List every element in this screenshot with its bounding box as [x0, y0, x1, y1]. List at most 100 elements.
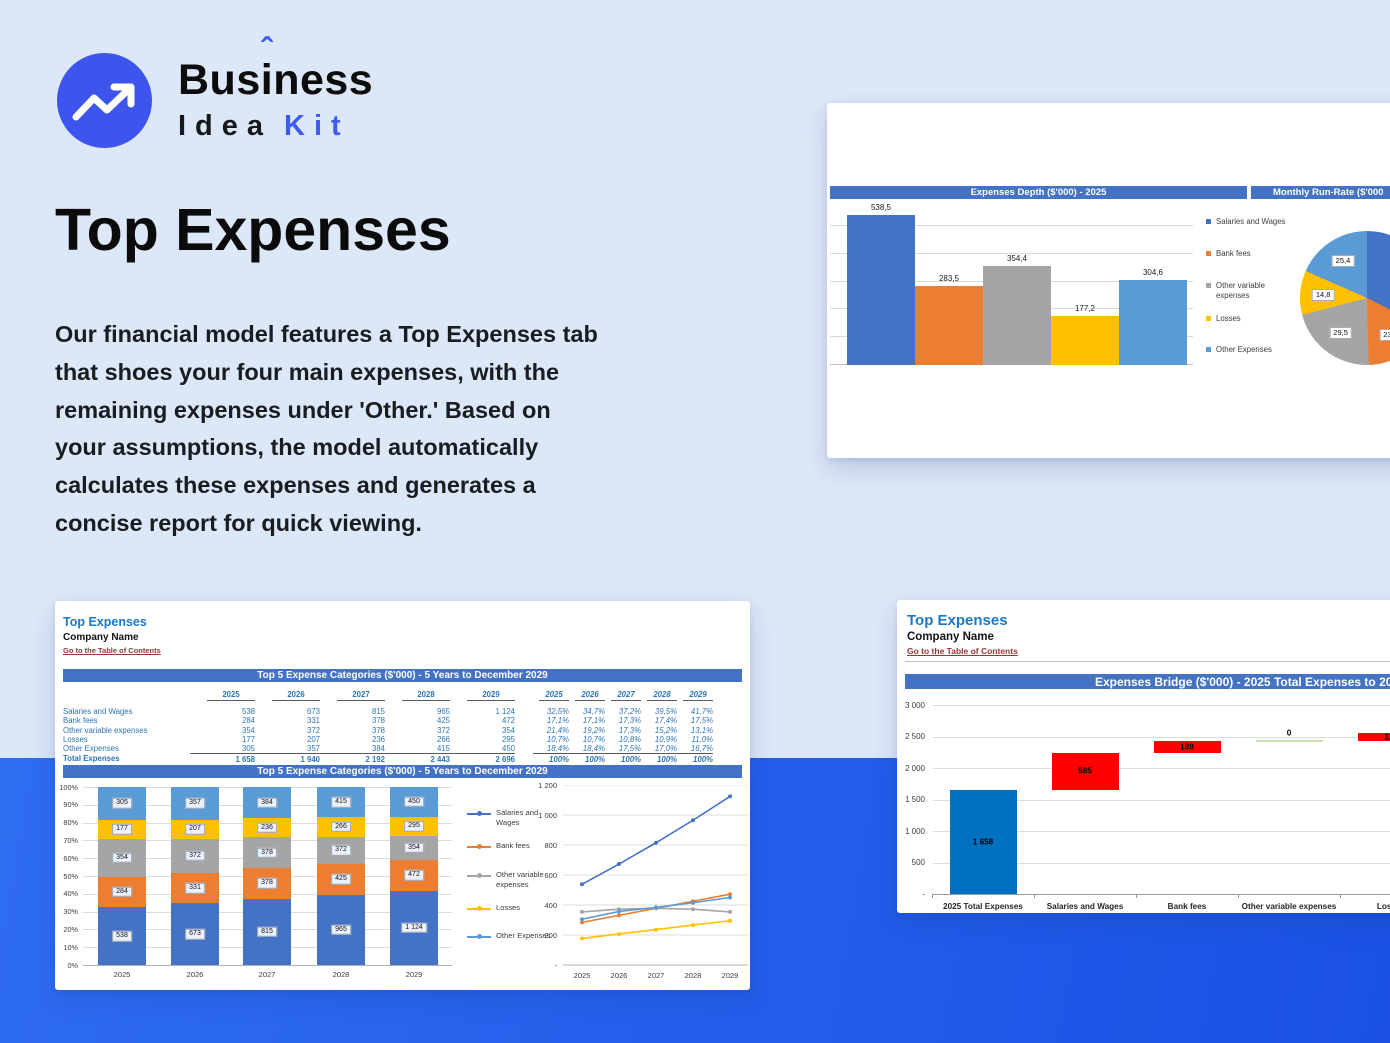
year-header: 2026 [255, 690, 320, 701]
pct-cell: 41,7% [690, 707, 713, 717]
row-label: Other Expenses [63, 744, 119, 754]
segment-label: 538 [112, 930, 132, 942]
table-row: Other Expenses 305 357 384 415 450 18,4% 18,4% 1… [55, 744, 750, 753]
value-cell: 1 940 [300, 755, 320, 765]
top-expenses-sheet: Top Expenses Company Name Go to the Tabl… [55, 601, 750, 990]
year-label: 2029 [467, 690, 515, 701]
toc-link[interactable]: Go to the Table of Contents [907, 646, 1018, 656]
pct-cell: 39,5% [654, 707, 677, 717]
pie-label: 23,7 [1379, 329, 1390, 342]
bridge-zero-line [1255, 739, 1323, 742]
value-cell: 295 [501, 735, 515, 745]
divider [905, 661, 1390, 662]
y-tick-label: 1 200 [538, 780, 557, 790]
chart-legend: Salaries and Wages Bank fees Other variabl… [467, 601, 567, 990]
bar-value-label: 118 [1384, 732, 1390, 742]
legend-label: Other variable expenses [1216, 281, 1265, 300]
legend-marker [1206, 347, 1211, 352]
y-tick-label: 70% [63, 835, 78, 845]
pct-cell: 18,4% [546, 744, 569, 754]
gridline [933, 862, 1390, 864]
value-cell: 354 [501, 725, 515, 735]
pct-cell: 100% [549, 755, 569, 765]
sheet-title: Top Expenses [907, 612, 1008, 629]
segment-label: 378 [257, 878, 277, 889]
y-tick-label: 2 500 [904, 732, 925, 741]
chart-title: Monthly Run-Rate ($'000 [1273, 187, 1384, 198]
pie-label: 14,8 [1311, 288, 1335, 301]
gridline [933, 894, 1390, 895]
logo-icon [57, 53, 152, 148]
page-description: Our financial model features a Top Expen… [55, 321, 598, 536]
y-tick-label: - [554, 960, 558, 970]
value-cell: 354 [241, 725, 255, 735]
year-header: 2028 [385, 690, 450, 701]
toc-link[interactable]: Go to the Table of Contents [63, 646, 161, 655]
year-header: 2025 [533, 690, 569, 701]
axis-tick [1238, 894, 1239, 898]
logo-text-part: ness [273, 56, 374, 104]
value-cell: 372 [306, 725, 320, 735]
segment-label: 354 [404, 842, 424, 854]
row-label: Salaries and Wages [63, 707, 133, 717]
line-series-0 [581, 795, 731, 886]
x-axis-label: 2025 Total Expenses [943, 902, 1023, 911]
chart-header-title: Top 5 Expense Categories ($'000) - 5 Yea… [257, 766, 548, 777]
bar-value-label: 585 [1078, 766, 1092, 776]
bar-value-label: 189 [1180, 742, 1194, 752]
pct-cell: 17,1% [546, 716, 569, 726]
bar-value-label: 283,5 [938, 274, 960, 284]
legend-item: Losses [1206, 314, 1311, 324]
logo-wordmark: Bus ˆ iness Idea Kit [178, 34, 374, 148]
x-axis-label: 2029 [405, 970, 423, 979]
legend-marker [1206, 251, 1211, 256]
bar-value-label: 1 658 [972, 837, 994, 847]
pct-cell: 11,0% [691, 735, 713, 745]
value-cell: 1 124 [495, 707, 515, 717]
gridline [933, 705, 1390, 706]
pct-cell: 17,3% [618, 716, 641, 726]
legend-label: Losses [496, 903, 521, 912]
value-cells: 177 207 236 266 295 [190, 735, 515, 744]
y-tick-label: 2 000 [904, 763, 925, 773]
year-headers: 2025 2026 2027 2028 2029 [190, 690, 515, 701]
value-cell: 538 [241, 707, 255, 717]
pct-cell: 100% [585, 755, 605, 765]
logo-text-kit: Kit [284, 110, 350, 142]
bar-chart: 538,5 283,5 354,4 177,2 304,6 [830, 203, 1193, 365]
pct-cell: 17,1% [582, 716, 605, 726]
segment-label: 815 [257, 926, 277, 938]
logo-word-ideakit: Idea Kit [178, 110, 373, 143]
pct-cell: 100% [693, 755, 713, 765]
legend-item: Losses [467, 903, 567, 925]
y-tick-label: 50% [63, 871, 78, 881]
expenses-depth-card: Expenses Depth ($'000) - 2025 Monthly Ru… [827, 103, 1390, 458]
y-tick-label: 90% [63, 800, 78, 810]
line-chart: 1 200 1 000 800 600 400 200 - 2025 2026 2027 2028 2… [515, 781, 755, 990]
y-tick-label: 800 [544, 840, 557, 850]
bridge-bar [949, 789, 1017, 894]
pct-cell: 37,2% [618, 707, 641, 717]
pct-cell: 10,7% [582, 735, 605, 745]
value-cells: 354 372 378 372 354 [190, 726, 515, 735]
axis-tick [1340, 894, 1341, 898]
axis-tick [1034, 894, 1035, 898]
segment-label: 372 [331, 844, 351, 856]
value-cell: 472 [501, 716, 515, 726]
pct-cell: 17,5% [618, 744, 641, 754]
bar-3 [1051, 315, 1119, 365]
y-tick-label: 600 [544, 870, 557, 880]
expense-table: 2025 2026 2027 2028 2029 2025 2026 2027 2028 2029… [55, 689, 750, 764]
legend-marker [1206, 219, 1211, 224]
chart-header-bar: Top 5 Expense Categories ($'000) - 5 Yea… [63, 765, 742, 778]
value-cell: 965 [436, 707, 450, 717]
pct-cell: 18,4% [582, 744, 605, 754]
y-tick-label: 30% [63, 907, 78, 917]
value-cell: 384 [371, 744, 385, 754]
year-label: 2029 [683, 690, 713, 701]
legend-item: Other variable expenses [467, 870, 567, 892]
gridline [83, 965, 452, 966]
row-label: Losses [63, 735, 88, 745]
gridline [830, 252, 1193, 254]
y-tick-label: 1 000 [904, 826, 925, 836]
